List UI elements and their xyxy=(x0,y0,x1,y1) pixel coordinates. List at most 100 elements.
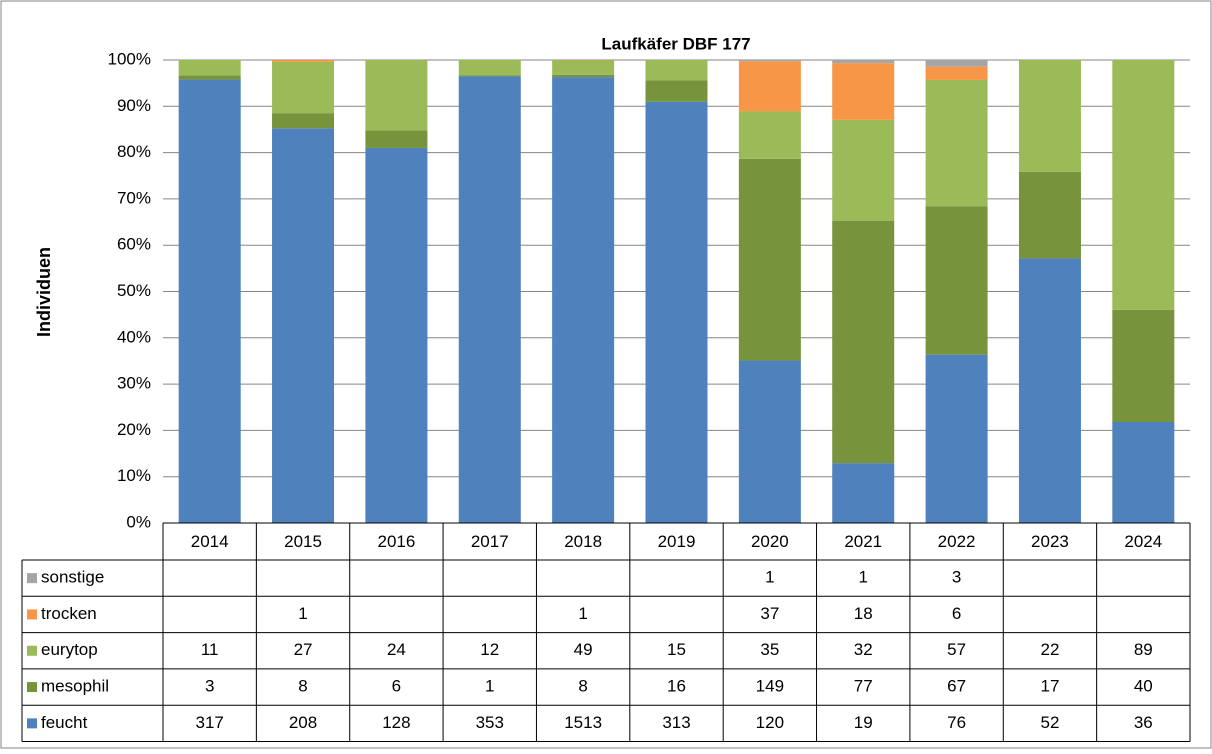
bar-segment xyxy=(365,60,427,130)
bar-segment xyxy=(272,113,334,128)
bar-segment xyxy=(272,62,334,113)
bar-segment xyxy=(832,120,894,221)
legend-swatch xyxy=(27,718,37,728)
chart-title: Laufkäfer DBF 177 xyxy=(601,34,750,53)
x-tick-label: 2024 xyxy=(1124,532,1162,551)
bar-segment xyxy=(926,60,988,67)
y-tick-label: 60% xyxy=(117,235,151,254)
bar-segment xyxy=(646,80,708,102)
x-tick-label: 2015 xyxy=(284,532,322,551)
y-tick-label: 10% xyxy=(117,466,151,485)
bar-segment xyxy=(739,361,801,523)
legend-label: sonstige xyxy=(41,568,104,587)
bar-segment xyxy=(646,102,708,523)
table-value: 16 xyxy=(667,677,686,696)
table-value: 57 xyxy=(947,640,966,659)
table-value: 8 xyxy=(298,677,307,696)
bar-segment xyxy=(832,463,894,523)
bar-segment xyxy=(646,60,708,80)
x-tick-label: 2014 xyxy=(191,532,229,551)
legend-swatch xyxy=(27,573,37,583)
y-tick-label: 30% xyxy=(117,374,151,393)
bar-segment xyxy=(832,63,894,120)
bar-segment xyxy=(926,67,988,80)
bar-segment xyxy=(365,130,427,148)
table-value: 1 xyxy=(578,604,587,623)
bar-segment xyxy=(739,61,801,111)
bar-segment xyxy=(739,60,801,61)
y-tick-label: 20% xyxy=(117,420,151,439)
x-tick-label: 2016 xyxy=(377,532,415,551)
bar-segment xyxy=(459,76,521,523)
table-value: 17 xyxy=(1040,677,1059,696)
table-value: 1 xyxy=(858,568,867,587)
legend-swatch xyxy=(27,682,37,692)
bar-segment xyxy=(179,80,241,523)
table-value: 3 xyxy=(952,568,961,587)
table-value: 67 xyxy=(947,677,966,696)
legend-swatch xyxy=(27,609,37,619)
y-tick-label: 50% xyxy=(117,281,151,300)
bar-segment xyxy=(926,355,988,523)
table-value: 128 xyxy=(382,713,410,732)
table-value: 313 xyxy=(662,713,690,732)
x-tick-label: 2018 xyxy=(564,532,602,551)
bar-segment xyxy=(739,111,801,158)
y-tick-label: 40% xyxy=(117,327,151,346)
bar-segment xyxy=(926,206,988,354)
table-value: 37 xyxy=(760,604,779,623)
bar-segment xyxy=(1019,60,1081,172)
x-tick-label: 2022 xyxy=(938,532,976,551)
y-tick-label: 70% xyxy=(117,188,151,207)
y-tick-label: 100% xyxy=(108,49,151,68)
table-value: 19 xyxy=(854,713,873,732)
y-tick-label: 80% xyxy=(117,142,151,161)
bar-segment xyxy=(1112,310,1174,422)
table-value: 8 xyxy=(578,677,587,696)
x-tick-label: 2020 xyxy=(751,532,789,551)
bar-segment xyxy=(272,60,334,62)
table-value: 208 xyxy=(289,713,317,732)
bar-segment xyxy=(926,80,988,206)
table-value: 11 xyxy=(201,640,219,659)
table-value: 12 xyxy=(480,640,499,659)
table-value: 52 xyxy=(1040,713,1059,732)
legend-label: mesophil xyxy=(41,677,109,696)
x-tick-label: 2021 xyxy=(844,532,882,551)
legend-label: eurytop xyxy=(41,640,98,659)
table-value: 35 xyxy=(760,640,779,659)
y-axis-label: Individuen xyxy=(34,247,54,337)
table-value: 77 xyxy=(854,677,873,696)
legend-swatch xyxy=(27,646,37,656)
bar-segment xyxy=(179,60,241,75)
x-tick-label: 2017 xyxy=(471,532,509,551)
bar-segment xyxy=(1112,60,1174,310)
table-value: 1 xyxy=(765,568,774,587)
bar-segment xyxy=(459,75,521,76)
table-value: 120 xyxy=(756,713,784,732)
table-value: 3 xyxy=(205,677,214,696)
table-value: 317 xyxy=(195,713,223,732)
table-value: 24 xyxy=(387,640,406,659)
table-value: 6 xyxy=(952,604,961,623)
table-value: 1 xyxy=(485,677,494,696)
table-value: 89 xyxy=(1134,640,1153,659)
bar-segment xyxy=(552,60,614,74)
bar-segment xyxy=(272,128,334,523)
table-value: 18 xyxy=(854,604,873,623)
bar-segment xyxy=(552,75,614,77)
table-value: 22 xyxy=(1040,640,1059,659)
bar-segment xyxy=(1112,422,1174,523)
legend-label: trocken xyxy=(41,604,97,623)
table-value: 1513 xyxy=(564,713,602,732)
table-value: 15 xyxy=(667,640,686,659)
y-tick-label: 0% xyxy=(126,512,151,531)
bar-segment xyxy=(1019,172,1081,258)
legend-label: feucht xyxy=(41,713,88,732)
bar-segment xyxy=(552,77,614,523)
table-value: 36 xyxy=(1134,713,1153,732)
bar-segment xyxy=(1019,258,1081,523)
table-value: 353 xyxy=(476,713,504,732)
x-tick-label: 2023 xyxy=(1031,532,1069,551)
